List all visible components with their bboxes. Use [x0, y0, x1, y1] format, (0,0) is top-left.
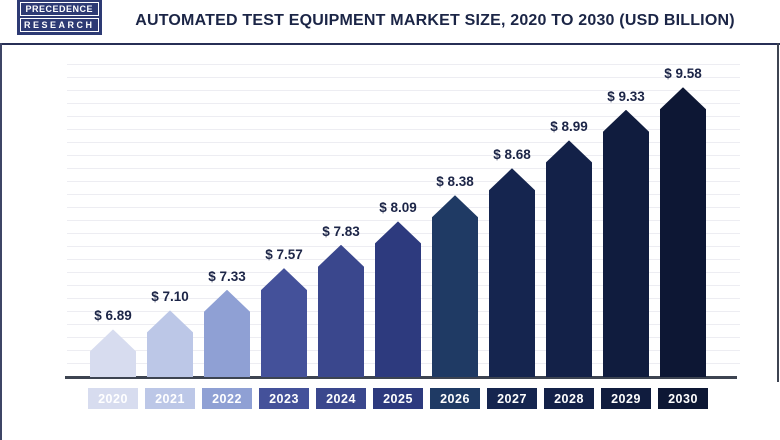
bar-value-label-2023: $ 7.57	[265, 247, 303, 263]
bar-group-2026: $ 8.38	[427, 174, 484, 377]
bar-group-2021: $ 7.10	[142, 289, 199, 377]
bar-value-label-2028: $ 8.99	[550, 119, 588, 135]
x-axis-label-2020: 2020	[88, 388, 138, 409]
brand-name-line1: PRECEDENCE	[20, 2, 99, 16]
bar-group-2027: $ 8.68	[484, 147, 541, 377]
bar-2025	[375, 221, 421, 377]
x-axis-label-2030: 2030	[658, 388, 708, 409]
bar-2022	[204, 289, 250, 377]
bar-2026	[432, 195, 478, 377]
header: PRECEDENCE RESEARCH AUTOMATED TEST EQUIP…	[0, 0, 780, 45]
bar-group-2028: $ 8.99	[541, 119, 598, 377]
bar-group-2025: $ 8.09	[370, 200, 427, 377]
bar-value-label-2027: $ 8.68	[493, 147, 531, 163]
bar-value-label-2022: $ 7.33	[208, 268, 246, 284]
bar-value-label-2026: $ 8.38	[436, 174, 474, 190]
bar-2029	[603, 109, 649, 377]
x-axis-label-2021: 2021	[145, 388, 195, 409]
brand-name-line2: RESEARCH	[20, 18, 99, 32]
x-axis-label-2026: 2026	[430, 388, 480, 409]
bar-group-2029: $ 9.33	[598, 89, 655, 377]
bar-group-2023: $ 7.57	[256, 247, 313, 377]
bar-group-2020: $ 6.89	[85, 308, 142, 377]
bar-2020	[90, 329, 136, 377]
right-border-line	[777, 43, 779, 382]
bar-group-2030: $ 9.58	[655, 66, 712, 377]
bar-value-label-2025: $ 8.09	[379, 200, 417, 216]
bar-group-2024: $ 7.83	[313, 224, 370, 377]
x-axis-label-2022: 2022	[202, 388, 252, 409]
x-axis-label-2028: 2028	[544, 388, 594, 409]
x-axis-label-2025: 2025	[373, 388, 423, 409]
left-border-line	[0, 43, 2, 440]
bar-2027	[489, 168, 535, 377]
bar-2030	[660, 87, 706, 377]
bar-2024	[318, 244, 364, 377]
x-axis-label-2023: 2023	[259, 388, 309, 409]
bar-value-label-2030: $ 9.58	[664, 66, 702, 82]
bar-group-2022: $ 7.33	[199, 269, 256, 377]
bar-value-label-2024: $ 7.83	[322, 223, 360, 239]
x-axis-line	[65, 376, 737, 379]
bar-value-label-2020: $ 6.89	[94, 308, 132, 324]
x-axis-label-2024: 2024	[316, 388, 366, 409]
bar-value-label-2029: $ 9.33	[607, 88, 645, 104]
bar-2021	[147, 310, 193, 377]
brand-logo: PRECEDENCE RESEARCH	[17, 0, 102, 35]
x-axis-label-2027: 2027	[487, 388, 537, 409]
bar-2028	[546, 140, 592, 377]
bar-2023	[261, 268, 307, 377]
chart-title: AUTOMATED TEST EQUIPMENT MARKET SIZE, 20…	[135, 11, 735, 29]
x-axis-label-2029: 2029	[601, 388, 651, 409]
bar-value-label-2021: $ 7.10	[151, 289, 189, 305]
